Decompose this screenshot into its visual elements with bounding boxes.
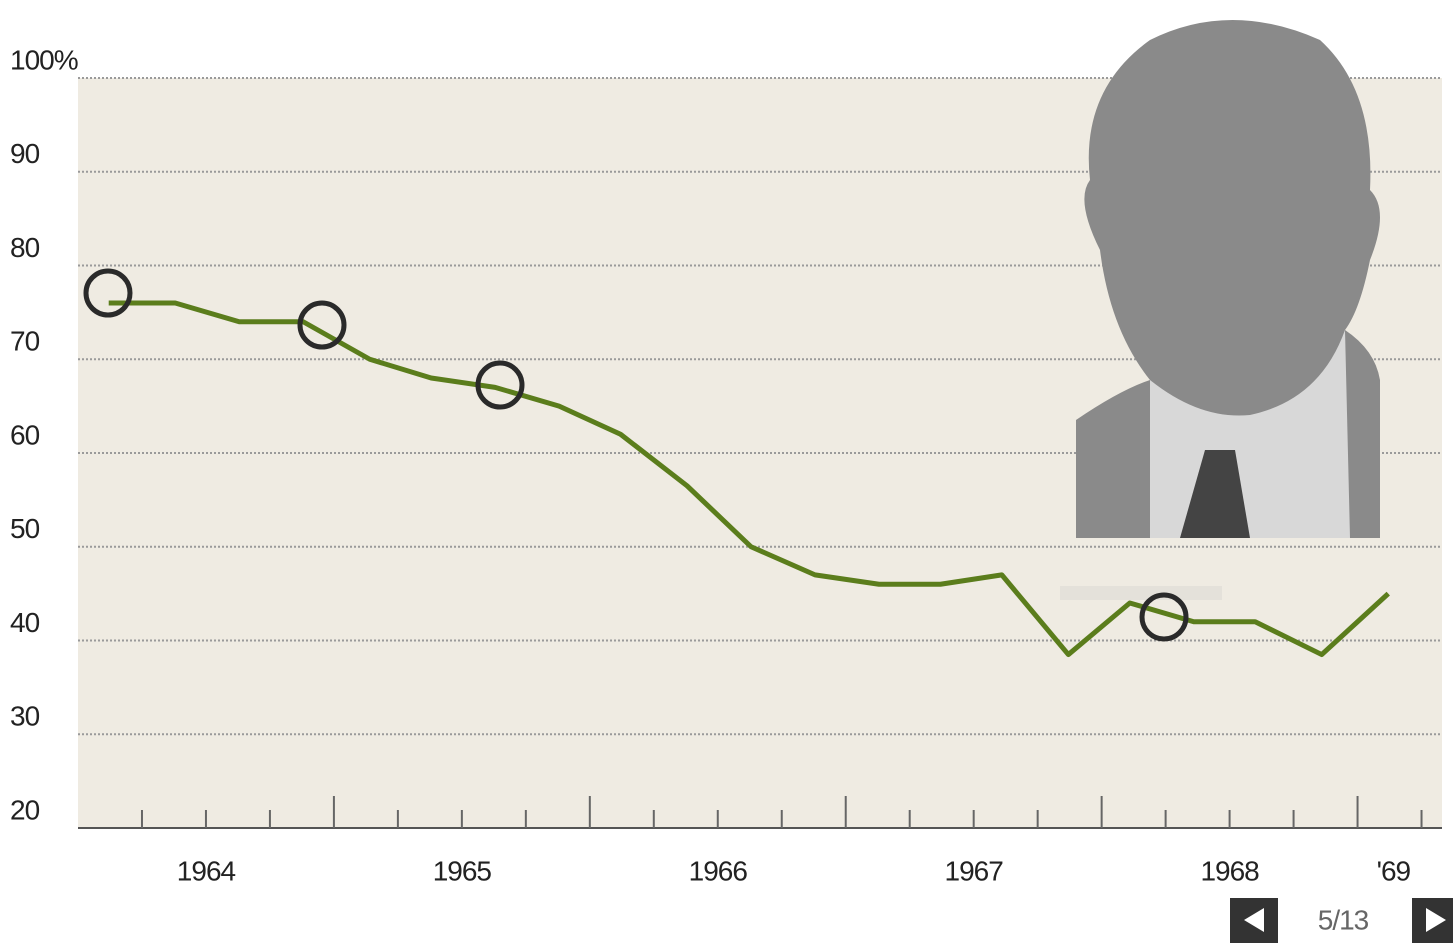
x-axis-ticks — [140, 796, 1423, 828]
x-tick-label: 1968 — [1200, 855, 1259, 886]
prev-arrow — [1244, 908, 1264, 932]
event-circle — [83, 268, 133, 318]
series-line — [108, 300, 1390, 658]
x-tick-label: 1964 — [177, 855, 236, 886]
y-tick-label: 20 — [10, 794, 40, 825]
x-tick-label: 1966 — [689, 855, 748, 886]
event-circle — [1139, 592, 1189, 642]
x-tick-label: 1965 — [433, 855, 492, 886]
y-tick-label: 100% — [10, 44, 78, 75]
pager-label: 5/13 — [1318, 904, 1369, 935]
y-tick-label: 40 — [10, 607, 40, 638]
highlight-band — [1060, 586, 1222, 600]
next-arrow — [1426, 908, 1446, 932]
x-tick-label: '69 — [1377, 855, 1411, 886]
pager: 5/13 — [1230, 898, 1453, 943]
portrait — [1076, 20, 1380, 538]
event-markers — [83, 268, 1189, 642]
x-tick-label: 1967 — [945, 855, 1004, 886]
y-tick-label: 90 — [10, 138, 40, 169]
y-tick-label: 70 — [10, 326, 40, 357]
portrait-tie — [1180, 450, 1250, 538]
event-circle — [475, 360, 525, 410]
y-tick-label: 60 — [10, 419, 40, 450]
event-circle — [297, 300, 347, 350]
y-tick-label: 30 — [10, 701, 40, 732]
y-tick-label: 80 — [10, 232, 40, 263]
y-tick-label: 50 — [10, 513, 40, 544]
lines — [108, 300, 1390, 658]
